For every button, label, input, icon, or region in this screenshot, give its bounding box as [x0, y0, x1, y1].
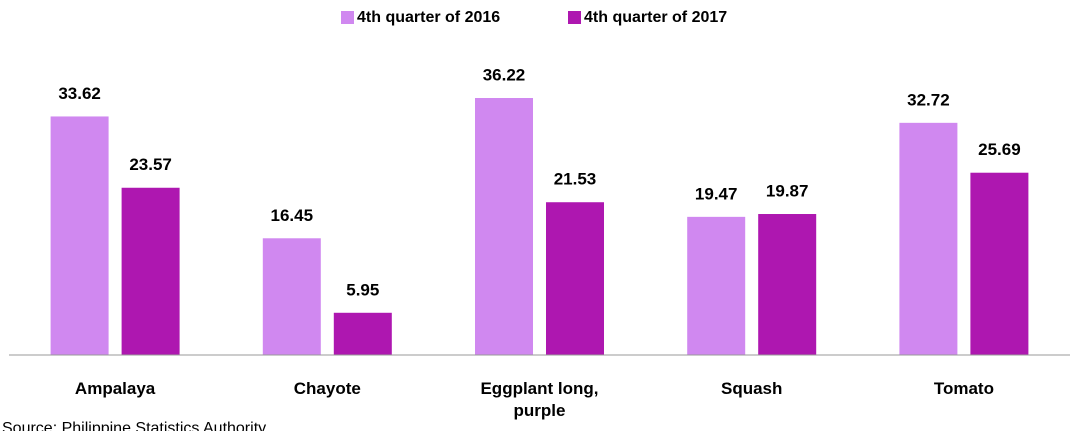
bar: [333, 312, 392, 355]
bar: [121, 187, 180, 355]
legend-label: 4th quarter of 2017: [584, 9, 727, 26]
x-tick-label: Squash: [720, 379, 783, 398]
data-label: 19.47: [695, 184, 738, 203]
legend-swatch: [341, 11, 354, 24]
bar: [475, 98, 533, 355]
data-label: 23.57: [129, 155, 172, 174]
bar: [546, 202, 604, 355]
bar: [262, 238, 321, 355]
x-tick-label: Ampalaya: [74, 379, 156, 398]
bar: [50, 116, 109, 356]
data-label: 36.22: [483, 65, 526, 84]
bar: [758, 214, 817, 355]
data-label: 16.45: [271, 206, 314, 225]
data-label: 25.69: [978, 140, 1021, 159]
legend-swatch: [568, 11, 581, 24]
data-label: 33.62: [58, 84, 101, 103]
bar: [899, 122, 958, 355]
bar: [970, 172, 1029, 355]
x-tick-label: Eggplant long, purple: [480, 379, 599, 420]
x-tick-label: Tomato: [933, 379, 994, 398]
data-label: 19.87: [766, 181, 809, 200]
data-label: 32.72: [907, 90, 950, 109]
source-note: Source: Philippine Statistics Authority: [2, 420, 267, 431]
x-tick-label: Chayote: [293, 379, 361, 398]
data-label: 21.53: [554, 170, 597, 189]
data-label: 5.95: [346, 280, 379, 299]
bar: [687, 216, 746, 355]
legend-label: 4th quarter of 2016: [357, 9, 500, 26]
